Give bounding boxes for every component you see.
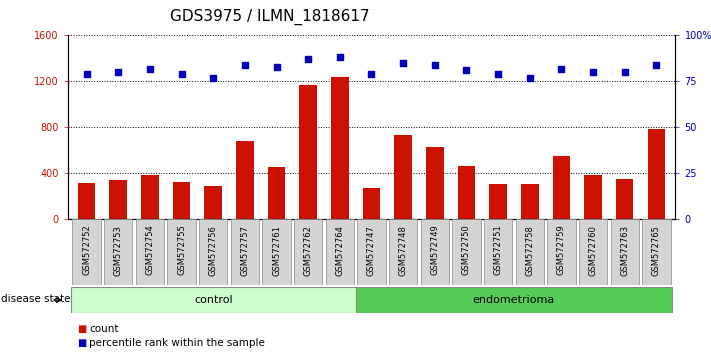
Text: GSM572765: GSM572765 [652, 225, 661, 276]
FancyBboxPatch shape [356, 287, 673, 313]
Bar [205, 185, 222, 219]
Text: GSM572752: GSM572752 [82, 225, 91, 275]
Point [112, 69, 124, 75]
FancyBboxPatch shape [230, 219, 259, 285]
Point [493, 71, 504, 77]
Point [429, 62, 441, 68]
Point [619, 69, 631, 75]
Bar [77, 183, 95, 219]
Point [176, 71, 187, 77]
FancyBboxPatch shape [611, 219, 639, 285]
Point [397, 60, 409, 66]
Bar [268, 166, 285, 219]
FancyBboxPatch shape [452, 219, 481, 285]
Bar [173, 182, 191, 219]
Bar [552, 156, 570, 219]
Bar [109, 180, 127, 219]
Text: GSM572754: GSM572754 [145, 225, 154, 275]
Text: GSM572757: GSM572757 [240, 225, 250, 276]
FancyBboxPatch shape [547, 219, 576, 285]
FancyBboxPatch shape [579, 219, 607, 285]
Text: GSM572758: GSM572758 [525, 225, 534, 276]
Bar [299, 85, 317, 219]
Text: GSM572759: GSM572759 [557, 225, 566, 275]
Text: GSM572751: GSM572751 [493, 225, 503, 275]
Text: percentile rank within the sample: percentile rank within the sample [89, 338, 264, 348]
Bar [458, 166, 475, 219]
Text: GSM572748: GSM572748 [399, 225, 407, 276]
FancyBboxPatch shape [389, 219, 417, 285]
Text: GSM572749: GSM572749 [430, 225, 439, 275]
Bar [141, 175, 159, 219]
FancyBboxPatch shape [73, 219, 101, 285]
Text: GSM572753: GSM572753 [114, 225, 123, 276]
FancyBboxPatch shape [515, 219, 544, 285]
FancyBboxPatch shape [199, 219, 228, 285]
Text: ■: ■ [77, 338, 87, 348]
Text: ■: ■ [77, 324, 87, 333]
Text: control: control [194, 295, 232, 305]
Point [302, 57, 314, 62]
Text: GSM572750: GSM572750 [462, 225, 471, 275]
Point [81, 71, 92, 77]
Point [365, 71, 377, 77]
Point [556, 66, 567, 72]
Bar [395, 136, 412, 219]
Bar [331, 78, 348, 219]
Text: disease state: disease state [1, 294, 71, 304]
Point [587, 69, 599, 75]
Text: GSM572760: GSM572760 [589, 225, 598, 276]
Text: endometrioma: endometrioma [473, 295, 555, 305]
Point [651, 62, 662, 68]
Text: GSM572755: GSM572755 [177, 225, 186, 275]
FancyBboxPatch shape [104, 219, 132, 285]
Point [271, 64, 282, 69]
FancyBboxPatch shape [262, 219, 291, 285]
Point [144, 66, 156, 72]
FancyBboxPatch shape [326, 219, 354, 285]
FancyBboxPatch shape [357, 219, 386, 285]
FancyBboxPatch shape [642, 219, 670, 285]
FancyBboxPatch shape [484, 219, 513, 285]
Bar [236, 141, 254, 219]
Text: GSM572762: GSM572762 [304, 225, 313, 276]
Bar [648, 129, 665, 219]
FancyBboxPatch shape [136, 219, 164, 285]
Text: GSM572747: GSM572747 [367, 225, 376, 276]
Point [334, 55, 346, 60]
FancyBboxPatch shape [421, 219, 449, 285]
Bar [426, 147, 444, 219]
FancyBboxPatch shape [167, 219, 196, 285]
Point [461, 68, 472, 73]
Text: count: count [89, 324, 118, 333]
FancyBboxPatch shape [294, 219, 322, 285]
Text: GSM572763: GSM572763 [620, 225, 629, 276]
Text: GSM572761: GSM572761 [272, 225, 281, 276]
Point [524, 75, 535, 81]
Bar [363, 188, 380, 219]
Text: GSM572764: GSM572764 [336, 225, 344, 276]
Bar [521, 184, 538, 219]
Bar [584, 175, 602, 219]
Point [208, 75, 219, 81]
Text: GSM572756: GSM572756 [209, 225, 218, 276]
Point [239, 62, 250, 68]
FancyBboxPatch shape [70, 287, 356, 313]
Text: GDS3975 / ILMN_1818617: GDS3975 / ILMN_1818617 [171, 9, 370, 25]
Bar [489, 184, 507, 219]
Bar [616, 179, 634, 219]
